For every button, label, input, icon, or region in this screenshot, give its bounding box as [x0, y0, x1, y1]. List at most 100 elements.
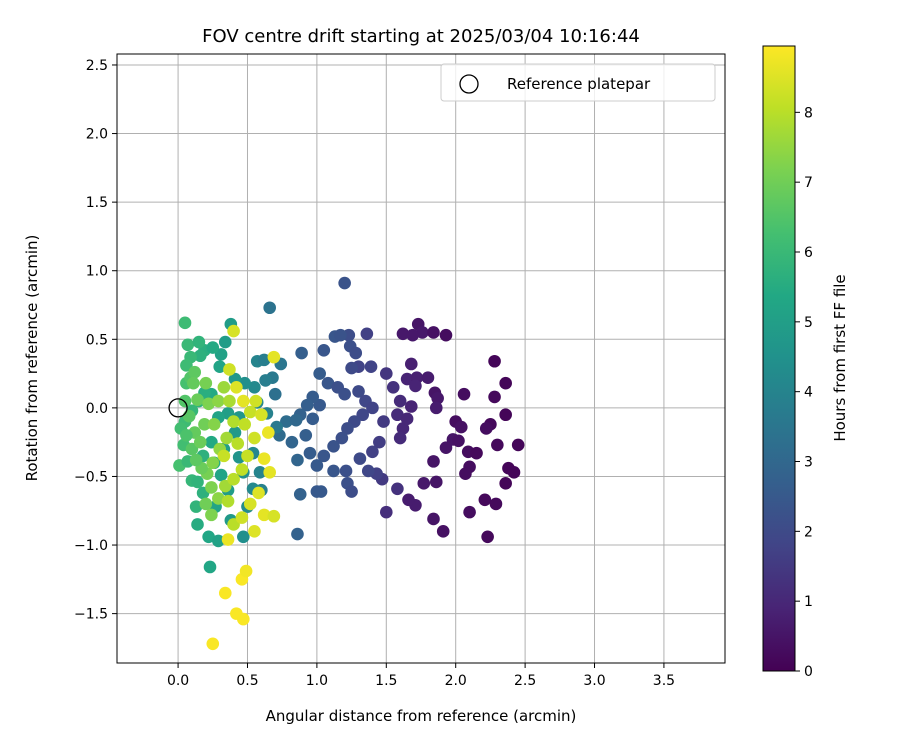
y-axis-ticks: −1.5 −1.0 −0.5 0.0 0.5 1.0 1.5 2.0 2.5: [74, 58, 117, 623]
chart-title: FOV centre drift starting at 2025/03/04 …: [202, 26, 640, 47]
data-point: [360, 327, 374, 341]
data-point: [248, 431, 261, 445]
data-point: [230, 381, 243, 394]
data-point: [454, 420, 468, 434]
data-point: [263, 466, 276, 479]
data-point: [427, 326, 440, 339]
data-point: [400, 372, 414, 386]
data-point: [259, 374, 272, 387]
data-point: [386, 381, 400, 394]
data-point: [198, 418, 211, 431]
data-point: [180, 359, 193, 372]
colorbar-tick-label: 1: [804, 594, 813, 610]
data-point: [393, 394, 407, 408]
legend: Reference platepar: [440, 63, 716, 102]
data-point: [178, 316, 192, 330]
colorbar-tick-label: 6: [804, 245, 813, 261]
data-point: [452, 434, 465, 448]
data-point: [267, 350, 281, 364]
data-point: [379, 367, 393, 380]
data-point: [416, 326, 429, 339]
data-point: [255, 408, 268, 422]
y-tick-label: −0.5: [74, 469, 108, 485]
data-point: [207, 418, 221, 431]
data-point: [189, 500, 203, 513]
data-point: [249, 394, 263, 408]
data-point: [356, 408, 369, 422]
data-point: [427, 455, 440, 468]
data-point: [214, 468, 228, 482]
data-point: [235, 463, 249, 476]
data-point: [257, 452, 271, 465]
data-point: [191, 518, 204, 531]
data-point: [396, 422, 410, 435]
data-point: [345, 361, 358, 375]
data-point: [257, 353, 271, 367]
data-point: [181, 338, 195, 352]
colorbar-label: Hours from first FF file: [831, 274, 849, 441]
data-point: [212, 394, 225, 408]
x-axis-label: Angular distance from reference (arcmin): [266, 707, 577, 725]
y-tick-label: 1.5: [86, 195, 108, 211]
colorbar-tick-label: 3: [804, 455, 813, 471]
legend-box: [440, 63, 716, 102]
data-point: [280, 415, 293, 428]
data-point: [488, 354, 501, 368]
data-point: [364, 360, 378, 374]
legend-label: Reference platepar: [507, 75, 651, 93]
x-tick-label: 1.5: [375, 673, 397, 689]
data-point: [248, 525, 261, 538]
data-point: [217, 449, 231, 463]
colorbar-tick-label: 5: [804, 315, 813, 331]
data-point: [193, 349, 207, 363]
data-point: [221, 533, 235, 546]
data-point: [191, 393, 204, 406]
data-point: [313, 367, 326, 380]
data-point: [341, 422, 354, 435]
data-point: [213, 360, 227, 374]
data-point: [199, 497, 213, 511]
data-point: [243, 497, 257, 511]
data-point: [214, 348, 228, 361]
data-point: [366, 445, 379, 459]
x-tick-label: 3.0: [583, 673, 605, 689]
data-point: [314, 485, 328, 498]
data-point: [253, 466, 267, 479]
data-point: [221, 494, 235, 508]
data-point: [431, 391, 444, 405]
data-point: [470, 446, 483, 460]
data-point: [299, 429, 313, 442]
data-point: [306, 412, 320, 426]
data-point: [499, 376, 512, 390]
data-point: [217, 381, 231, 394]
data-point: [199, 376, 213, 390]
data-point: [206, 341, 220, 354]
data-point: [241, 449, 254, 463]
data-point: [218, 335, 232, 349]
data-point: [252, 486, 265, 500]
x-tick-label: 2.0: [445, 673, 467, 689]
data-point: [295, 346, 308, 360]
reference-marker-group: [168, 398, 188, 418]
data-point: [338, 276, 351, 290]
data-point: [257, 508, 271, 522]
data-point: [262, 426, 275, 439]
data-point: [335, 431, 349, 445]
data-point: [182, 409, 196, 423]
data-point: [481, 530, 494, 544]
data-point: [193, 435, 207, 449]
legend-marker-icon: [459, 74, 479, 94]
x-axis-ticks: 0.0 0.5 1.0 1.5 2.0 2.5 3.0 3.5: [167, 663, 675, 689]
data-point: [205, 508, 218, 522]
data-point: [243, 405, 257, 419]
y-axis-label: Rotation from reference (arcmin): [23, 235, 41, 482]
data-point: [349, 346, 363, 360]
data-point: [202, 397, 215, 411]
data-point: [310, 459, 324, 472]
data-point: [191, 475, 204, 489]
data-point: [303, 446, 317, 460]
colorbar-tick-label: 2: [804, 524, 813, 540]
data-point: [391, 482, 404, 496]
data-point: [427, 512, 440, 526]
data-point: [317, 449, 331, 463]
